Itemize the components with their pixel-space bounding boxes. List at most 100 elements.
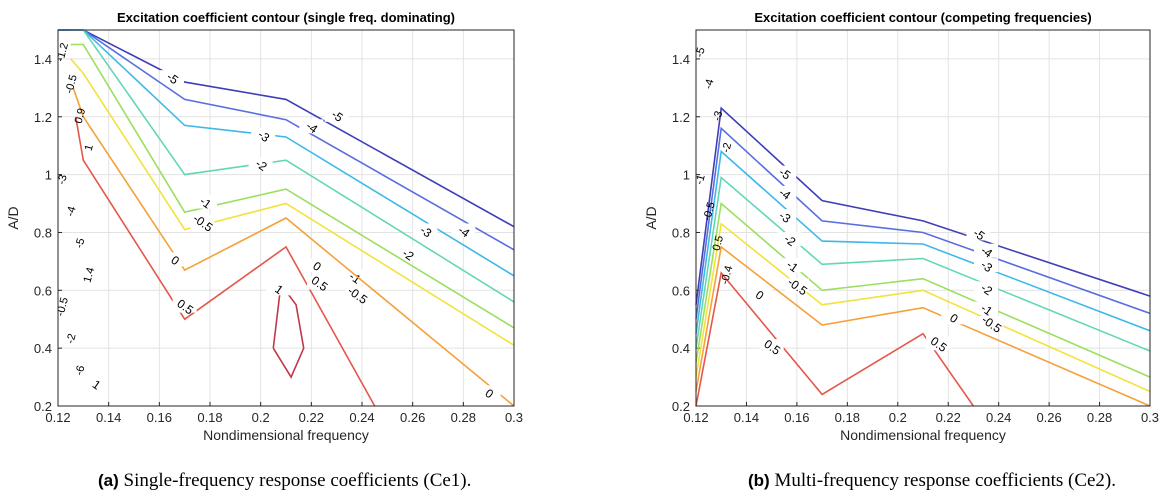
chart-panel-1: 0.12 0.14 0.16 0.18 0.2 0.22 0.24 0.26 0.28 0.3 0.… <box>643 10 1159 443</box>
x-tick-label: 0.12 <box>683 410 708 425</box>
x-axis-label: Nondimensional frequency <box>840 427 1006 443</box>
crowded-contour-label: -6 <box>73 364 87 377</box>
crowded-contour-label: 1 <box>83 143 96 152</box>
contour-label-bg <box>772 165 797 180</box>
y-axis-label: A/D <box>5 206 21 229</box>
contour-label-bg <box>772 209 797 223</box>
crowded-contour-label: -0.5 <box>54 296 71 317</box>
x-tick-label: 0.18 <box>835 410 860 425</box>
contour-label-bg <box>979 316 1004 331</box>
contour-line--5 <box>695 106 1151 305</box>
crowded-contour-label: 0.5 <box>711 234 727 252</box>
y-axis-label: A/D <box>643 206 659 229</box>
caption-a-tag: (a) <box>98 471 119 490</box>
x-tick-label: 0.22 <box>299 410 324 425</box>
caption-b-tag: (b) <box>748 471 770 490</box>
crowded-contour-label: -2 <box>65 332 79 345</box>
x-tick-label: 0.16 <box>784 410 809 425</box>
chart-title: Excitation coefficient contour (single f… <box>117 10 455 25</box>
crowded-contour-label: 0.9 <box>73 107 89 125</box>
crowded-contour-label: -1 <box>694 173 708 186</box>
contour-line--1 <box>70 43 515 329</box>
x-tick-label: 0.24 <box>349 410 374 425</box>
contour-line-0 <box>72 87 515 407</box>
y-tick-label: 1.4 <box>672 52 690 67</box>
crowded-contour-label: -4 <box>702 78 716 91</box>
contour-label-bg <box>304 258 329 273</box>
x-tick-label: 0.2 <box>252 410 270 425</box>
contour-line--3 <box>695 149 1151 334</box>
x-tick-label: 0.18 <box>197 410 222 425</box>
contour-label-bg <box>759 339 784 354</box>
y-tick-label: 1.2 <box>34 110 52 125</box>
axes-frame <box>695 29 1151 407</box>
chart-panel-0: 0.12 0.14 0.16 0.18 0.2 0.22 0.24 0.26 0.28 0.3 0.… <box>5 10 523 443</box>
x-tick-label: 0.26 <box>400 410 425 425</box>
contour-label-bg <box>974 301 999 316</box>
crowded-contour-label: -3 <box>56 173 70 186</box>
y-tick-label: 0.4 <box>34 341 52 356</box>
crowded-contour-label: -0.5 <box>63 73 80 94</box>
contour-label-bg <box>974 243 999 258</box>
contour-label-bg <box>172 298 197 313</box>
contour-label-bg <box>777 232 802 247</box>
contour-label-bg <box>160 70 184 85</box>
crowded-contour-label: -3 <box>711 110 725 123</box>
x-tick-label: 0.28 <box>1087 410 1112 425</box>
contour-line--1 <box>695 201 1151 378</box>
contour-label-bg <box>306 275 331 290</box>
y-tick-label: 1 <box>45 168 52 183</box>
y-tick-label: 0.6 <box>34 283 52 298</box>
caption-a: (a) Single-frequency response coefficien… <box>98 470 471 492</box>
caption-b-text: Multi-frequency response coefficients (C… <box>774 470 1116 491</box>
x-tick-label: 0.3 <box>1141 410 1159 425</box>
contour-label-bg <box>190 214 215 229</box>
x-tick-label: 0.2 <box>889 410 907 425</box>
contour-label-bg <box>248 156 273 171</box>
contour-label-bg <box>162 252 187 267</box>
contour-label-bg <box>251 128 276 143</box>
x-tick-label: 0.26 <box>1036 410 1061 425</box>
x-tick-label: 0.14 <box>734 410 759 425</box>
x-tick-label: 0.24 <box>986 410 1011 425</box>
y-tick-label: 0.2 <box>34 399 52 414</box>
contour-label-bg <box>772 185 797 200</box>
contour-label-bg <box>192 194 217 209</box>
contour-line--0.5 <box>70 58 515 346</box>
y-tick-label: 0.8 <box>672 225 690 240</box>
axes-frame <box>57 29 515 407</box>
x-tick-label: 0.28 <box>451 410 476 425</box>
contour-line-0.5 <box>695 271 975 407</box>
contour-label-bg <box>299 119 324 134</box>
contour-label-bg <box>966 226 991 241</box>
x-tick-label: 0.16 <box>147 410 172 425</box>
contour-label-bg <box>476 385 501 400</box>
y-tick-label: 0.6 <box>672 283 690 298</box>
x-tick-label: 0.3 <box>505 410 523 425</box>
chart-title: Excitation coefficient contour (competin… <box>754 10 1091 25</box>
y-tick-label: 0.4 <box>672 341 690 356</box>
contour-label-bg <box>451 223 476 238</box>
crowded-contour-label: -2 <box>720 142 734 155</box>
contour-label-bg <box>395 246 420 261</box>
crowded-contour-label: -5 <box>73 237 87 250</box>
contour-label-bg <box>974 281 999 296</box>
crowded-contour-label: -0.5 <box>701 201 718 222</box>
contour-label-bg <box>941 310 966 325</box>
contour-label-bg <box>344 287 369 302</box>
x-tick-label: 0.12 <box>45 410 70 425</box>
contour-line--4 <box>695 126 1151 320</box>
crowded-contour-label: -4 <box>65 205 79 218</box>
contour-line--2 <box>695 175 1151 352</box>
contour-label-bg <box>784 278 809 293</box>
contour-line-0.5 <box>74 116 376 407</box>
crowded-contour-label: 1.4 <box>82 266 98 284</box>
crowded-contour-label: -5 <box>694 46 708 59</box>
x-tick-label: 0.14 <box>96 410 121 425</box>
crowded-contour-label: -0.4 <box>719 264 736 285</box>
contour-label-bg <box>974 258 999 273</box>
crowded-contour-label: -1.2 <box>54 42 71 63</box>
contour-label-bg <box>779 258 804 273</box>
contour-label-bg <box>926 336 951 351</box>
